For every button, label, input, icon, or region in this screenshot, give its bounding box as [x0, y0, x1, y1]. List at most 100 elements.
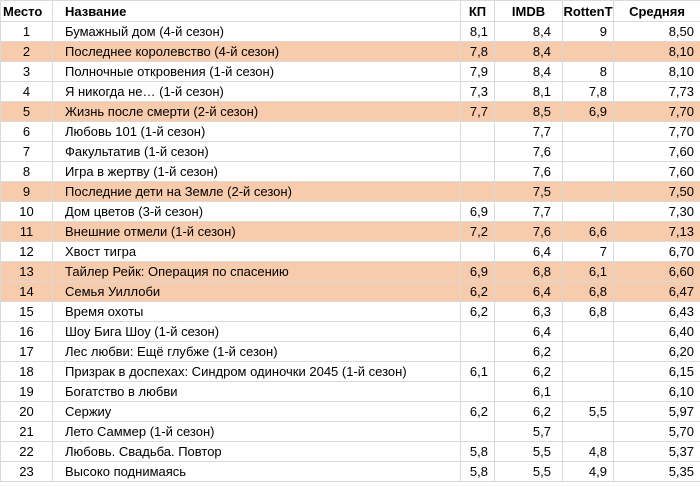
table-row: 8 Игра в жертву (1-й сезон) 7,6 7,60 — [0, 161, 700, 182]
cell: Время охоты — [52, 301, 461, 322]
table-row: 9 Последние дети на Земле (2-й сезон) 7,5 7… — [0, 181, 700, 202]
table-row: 3 Полночные откровения (1-й сезон) 7,9 8,4 8… — [0, 61, 700, 82]
table-row: 14 Семья Уиллоби 6,2 6,4 6,8 6,47 — [0, 281, 700, 302]
cell: 6,4 — [494, 281, 563, 302]
cell: 11 — [0, 221, 53, 242]
cell: Призрак в доспехах: Синдром одиночки 204… — [52, 361, 461, 382]
cell: 5,8 — [460, 461, 495, 482]
cell: 5,97 — [613, 401, 700, 422]
cell: 2 — [0, 41, 53, 62]
cell: 7,50 — [613, 181, 700, 202]
cell: Сержиу — [52, 401, 461, 422]
cell: Богатство в любви — [52, 381, 461, 402]
cell: 16 — [0, 321, 53, 342]
table-row: 6 Любовь 101 (1-й сезон) 7,7 7,70 — [0, 121, 700, 142]
cell: 6,9 — [460, 201, 495, 222]
cell — [562, 381, 614, 402]
cell: 6,15 — [613, 361, 700, 382]
cell: Внешние отмели (1-й сезон) — [52, 221, 461, 242]
table-row: 15 Время охоты 6,2 6,3 6,8 6,43 — [0, 301, 700, 322]
cell: 12 — [0, 241, 53, 262]
table-row: 20 Сержиу 6,2 6,2 5,5 5,97 — [0, 401, 700, 422]
cell: Лес любви: Ещё глубже (1-й сезон) — [52, 341, 461, 362]
cell: 9 — [562, 21, 614, 42]
cell — [460, 321, 495, 342]
cell: Любовь 101 (1-й сезон) — [52, 121, 461, 142]
cell: 6,47 — [613, 281, 700, 302]
cell: 5 — [0, 101, 53, 122]
table-body: 1 Бумажный дом (4-й сезон) 8,1 8,4 9 8,50 2 Пос… — [0, 21, 700, 482]
table-row: 21 Лето Саммер (1-й сезон) 5,7 5,70 — [0, 421, 700, 442]
cell: 6,1 — [562, 261, 614, 282]
cell: 6,9 — [460, 261, 495, 282]
cell: 6,1 — [494, 381, 563, 402]
cell — [562, 161, 614, 182]
cell — [460, 381, 495, 402]
cell: 8,4 — [494, 61, 563, 82]
cell — [460, 121, 495, 142]
cell: 6,2 — [494, 341, 563, 362]
cell: 6,2 — [494, 361, 563, 382]
cell: 5,5 — [494, 441, 563, 462]
table-row: 22 Любовь. Свадьба. Повтор 5,8 5,5 4,8 5,37 — [0, 441, 700, 462]
cell: 7,9 — [460, 61, 495, 82]
cell: 6 — [0, 121, 53, 142]
header-cell: Средняя — [613, 0, 700, 22]
cell: 6,60 — [613, 261, 700, 282]
cell — [562, 341, 614, 362]
header-row: Место Название КП IMDB RottenT Средняя — [0, 0, 700, 22]
cell: 7,6 — [494, 141, 563, 162]
cell: Жизнь после смерти (2-й сезон) — [52, 101, 461, 122]
cell: Последнее королевство (4-й сезон) — [52, 41, 461, 62]
cell: 5,8 — [460, 441, 495, 462]
cell — [562, 41, 614, 62]
cell: 6,10 — [613, 381, 700, 402]
cell: 8,5 — [494, 101, 563, 122]
cell: 5,5 — [494, 461, 563, 482]
cell: 7,8 — [562, 81, 614, 102]
cell: 6,1 — [460, 361, 495, 382]
cell: Высоко поднимаясь — [52, 461, 461, 482]
cell: 7,73 — [613, 81, 700, 102]
cell: 4,9 — [562, 461, 614, 482]
header-cell: Название — [52, 0, 461, 22]
table-row: 13 Тайлер Рейк: Операция по спасению 6,9 6,… — [0, 261, 700, 282]
cell: 6,8 — [562, 281, 614, 302]
cell: 6,3 — [494, 301, 563, 322]
cell: Факультатив (1-й сезон) — [52, 141, 461, 162]
cell — [460, 141, 495, 162]
cell: 7,30 — [613, 201, 700, 222]
cell: 7,3 — [460, 81, 495, 102]
cell: 8 — [562, 61, 614, 82]
cell: Тайлер Рейк: Операция по спасению — [52, 261, 461, 282]
table-row: 16 Шоу Бига Шоу (1-й сезон) 6,4 6,40 — [0, 321, 700, 342]
cell — [562, 321, 614, 342]
cell: 4 — [0, 81, 53, 102]
cell: 6,43 — [613, 301, 700, 322]
cell: Игра в жертву (1-й сезон) — [52, 161, 461, 182]
cell: 6,4 — [494, 241, 563, 262]
cell: 5,37 — [613, 441, 700, 462]
cell: 7,6 — [494, 161, 563, 182]
cell: 9 — [0, 181, 53, 202]
cell — [562, 361, 614, 382]
cell: 22 — [0, 441, 53, 462]
cell: 8,1 — [494, 81, 563, 102]
table-row: 12 Хвост тигра 6,4 7 6,70 — [0, 241, 700, 262]
cell — [460, 421, 495, 442]
cell: 14 — [0, 281, 53, 302]
cell: 6,20 — [613, 341, 700, 362]
header-cell: Место — [0, 0, 53, 22]
table-row: 10 Дом цветов (3-й сезон) 6,9 7,7 7,30 — [0, 201, 700, 222]
table-row: 2 Последнее королевство (4-й сезон) 7,8 8,4… — [0, 41, 700, 62]
cell: 7,8 — [460, 41, 495, 62]
cell: 5,70 — [613, 421, 700, 442]
cell: Последние дети на Земле (2-й сезон) — [52, 181, 461, 202]
cell: 7,2 — [460, 221, 495, 242]
cell: Семья Уиллоби — [52, 281, 461, 302]
table-row: 11 Внешние отмели (1-й сезон) 7,2 7,6 6,6 7,1… — [0, 221, 700, 242]
cell: 8,50 — [613, 21, 700, 42]
header-cell: КП — [460, 0, 495, 22]
